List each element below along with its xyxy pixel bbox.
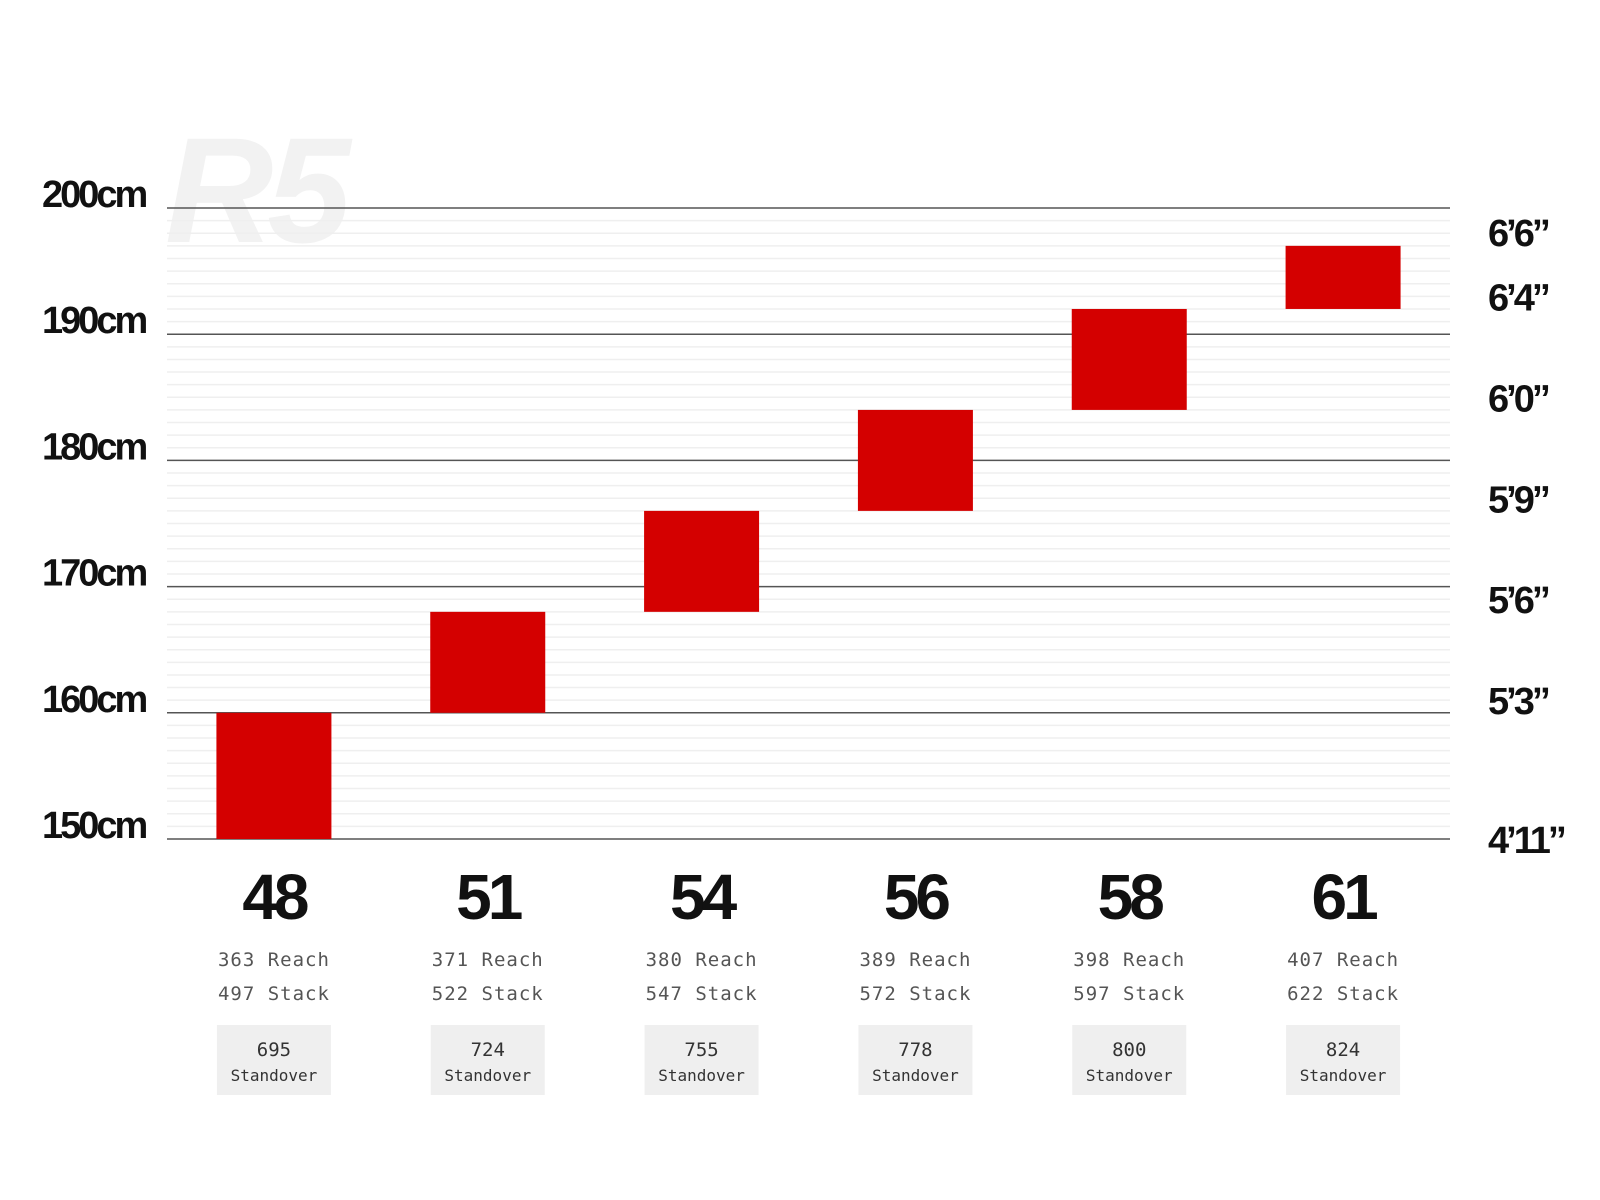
size-label: 48 xyxy=(242,861,308,933)
right-tick-label: 6’4” xyxy=(1488,277,1549,319)
standover-box xyxy=(216,1025,331,1095)
stack-value: 547 Stack xyxy=(646,983,758,1005)
standover-label: Standover xyxy=(444,1066,531,1085)
major-gridlines xyxy=(167,207,1450,840)
left-tick-label: 180cm xyxy=(42,426,147,468)
standover-label: Standover xyxy=(1300,1066,1387,1085)
standover-box xyxy=(1286,1025,1401,1095)
standover-value: 824 xyxy=(1326,1039,1360,1061)
standover-label: Standover xyxy=(231,1066,318,1085)
size-label: 56 xyxy=(884,861,950,933)
bar-size-58 xyxy=(1071,308,1187,410)
bar-size-48 xyxy=(216,712,332,839)
stack-value: 622 Stack xyxy=(1287,983,1399,1005)
left-tick-label: 170cm xyxy=(42,553,147,595)
reach-value: 371 Reach xyxy=(432,949,544,971)
bar-size-54 xyxy=(644,510,760,612)
size-label: 58 xyxy=(1098,861,1164,933)
minor-gridlines xyxy=(167,219,1450,828)
left-axis: 200cm 190cm 180cm 170cm 160cm 150cm xyxy=(42,174,150,847)
standover-box xyxy=(430,1025,545,1095)
watermark: R5 xyxy=(165,106,353,274)
right-axis: 6’6” 6’4” 6’0” 5’9” 5’6” 5’3” 4’11” xyxy=(1488,213,1568,862)
reach-value: 380 Reach xyxy=(646,949,758,971)
bar-size-51 xyxy=(430,611,546,713)
size-columns: 48 363 Reach 497 Stack 695 Standover 51 371 Re… xyxy=(216,861,1401,1095)
standover-box xyxy=(858,1025,973,1095)
bars xyxy=(216,245,1401,839)
size-label: 61 xyxy=(1311,861,1377,933)
stack-value: 522 Stack xyxy=(432,983,544,1005)
left-tick-label: 190cm xyxy=(42,300,147,342)
left-tick-label: 160cm xyxy=(42,679,147,721)
reach-value: 389 Reach xyxy=(859,949,971,971)
standover-box xyxy=(1072,1025,1187,1095)
standover-value: 778 xyxy=(898,1039,932,1061)
reach-value: 398 Reach xyxy=(1073,949,1185,971)
reach-value: 363 Reach xyxy=(218,949,330,971)
bar-size-61 xyxy=(1285,245,1401,309)
standover-value: 800 xyxy=(1112,1039,1146,1061)
standover-value: 724 xyxy=(471,1039,505,1061)
stack-value: 597 Stack xyxy=(1073,983,1185,1005)
right-tick-label: 6’6” xyxy=(1488,213,1549,255)
right-tick-label: 6’0” xyxy=(1488,378,1549,420)
standover-label: Standover xyxy=(658,1066,745,1085)
standover-label: Standover xyxy=(872,1066,959,1085)
size-label: 51 xyxy=(456,861,522,933)
right-tick-label: 5’9” xyxy=(1488,479,1549,521)
stack-value: 572 Stack xyxy=(859,983,971,1005)
right-tick-label: 4’11” xyxy=(1488,820,1565,862)
bar-size-56 xyxy=(857,409,973,511)
right-tick-label: 5’3” xyxy=(1488,681,1549,723)
standover-label: Standover xyxy=(1086,1066,1173,1085)
reach-value: 407 Reach xyxy=(1287,949,1399,971)
standover-box xyxy=(644,1025,759,1095)
size-label: 54 xyxy=(670,861,738,933)
left-tick-label: 150cm xyxy=(42,805,147,847)
stack-value: 497 Stack xyxy=(218,983,330,1005)
standover-value: 695 xyxy=(257,1039,291,1061)
right-tick-label: 5’6” xyxy=(1488,580,1549,622)
left-tick-label: 200cm xyxy=(42,174,147,216)
standover-value: 755 xyxy=(684,1039,718,1061)
